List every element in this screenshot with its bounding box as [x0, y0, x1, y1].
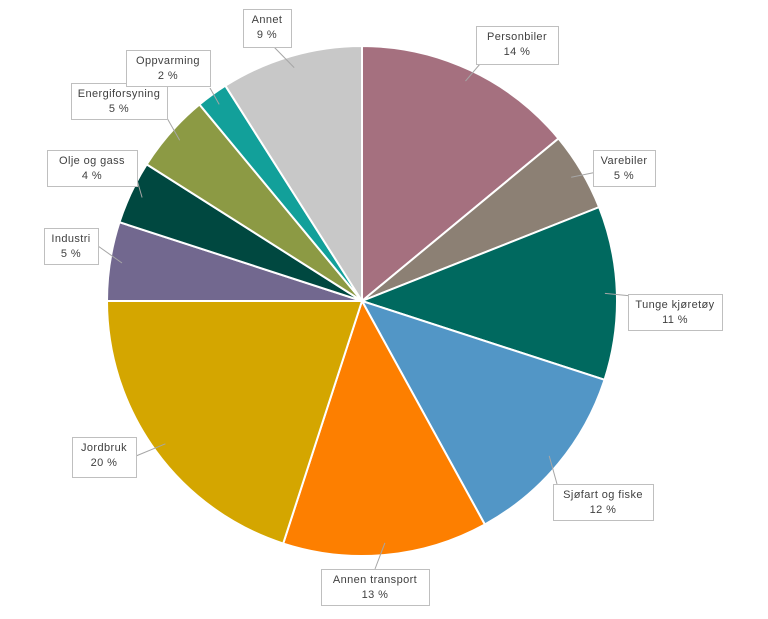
data-label-industri: Industri 5 %: [44, 228, 99, 265]
leader-line-jordbruk: [135, 443, 166, 457]
data-label-olje-og-gass: Olje og gass 4 %: [47, 150, 138, 187]
slice-value-label: 12 %: [590, 504, 617, 516]
pie-slice-jordbruk: [105, 300, 364, 545]
slice-value-label: 13 %: [362, 589, 389, 601]
data-label-annet: Annet 9 %: [243, 9, 292, 48]
data-label-sjofart-og-fiske: Sjøfart og fiske 12 %: [553, 484, 654, 521]
data-label-box: [72, 437, 137, 478]
slice-category-label: Jordbruk: [81, 442, 127, 454]
data-label-personbiler: Personbiler 14 %: [476, 26, 559, 65]
data-label-box: [593, 150, 656, 187]
slice-value-label: 14 %: [504, 46, 531, 58]
pie-slice-tunge-kjoretoy: [359, 205, 618, 382]
slice-category-label: Personbiler: [487, 31, 547, 43]
data-label-tunge-kjoretoy: Tunge kjøretøy 11 %: [628, 294, 723, 331]
slice-category-label: Sjøfart og fiske: [563, 489, 643, 501]
data-label-box: [321, 569, 430, 606]
leader-line-oppvarming: [209, 87, 220, 105]
data-label-jordbruk: Jordbruk 20 %: [72, 437, 137, 478]
slice-value-label: 4 %: [82, 170, 102, 182]
leader-line-sjofart-og-fiske: [548, 455, 558, 485]
slice-category-label: Energiforsyning: [78, 88, 160, 100]
data-label-oppvarming: Oppvarming 2 %: [126, 50, 211, 87]
slice-category-label: Oppvarming: [136, 55, 200, 67]
data-label-annen-transport: Annen transport 13 %: [321, 569, 430, 606]
slice-value-label: 9 %: [257, 29, 277, 41]
slice-category-label: Tunge kjøretøy: [635, 299, 714, 311]
leader-line-varebiler: [571, 171, 598, 178]
leader-line-personbiler: [465, 63, 481, 82]
slice-category-label: Olje og gass: [59, 155, 125, 167]
data-label-box: [44, 228, 99, 265]
data-label-box: [628, 294, 723, 331]
leader-line-annet: [273, 46, 295, 68]
slice-value-label: 11 %: [662, 314, 688, 326]
data-label-box: [71, 83, 168, 120]
slice-value-label: 5 %: [61, 248, 81, 260]
data-label-box: [476, 26, 559, 65]
leader-line-energiforsyning: [166, 117, 181, 141]
data-label-box: [553, 484, 654, 521]
pie-slice-personbiler: [361, 44, 560, 304]
slice-value-label: 5 %: [614, 170, 634, 182]
pie-slice-annen-transport: [281, 298, 487, 557]
slice-value-label: 20 %: [91, 457, 118, 469]
leader-line-tunge-kjoretoy: [604, 292, 633, 297]
slice-category-label: Varebiler: [601, 155, 648, 167]
slice-value-label: 5 %: [109, 103, 129, 115]
pie-slice-annet: [223, 44, 363, 305]
data-labels-layer: Personbiler 14 % Varebiler 5 % Tunge kjøretø…: [44, 9, 723, 606]
leader-line-annen-transport: [374, 542, 386, 570]
slice-category-label: Annen transport: [333, 574, 417, 586]
pie-slice-sjofart-og-fiske: [359, 299, 606, 526]
data-label-energiforsyning: Energiforsyning 5 %: [71, 83, 168, 120]
data-label-box: [243, 9, 292, 48]
leader-lines-layer: [97, 46, 633, 570]
leader-line-industri: [97, 245, 123, 264]
data-label-box: [126, 50, 211, 87]
data-label-varebiler: Varebiler 5 %: [593, 150, 656, 187]
data-label-box: [47, 150, 138, 187]
slices-layer: [105, 44, 618, 557]
slice-category-label: Industri: [51, 233, 90, 245]
slice-value-label: 2 %: [158, 70, 178, 82]
slice-category-label: Annet: [252, 14, 283, 26]
